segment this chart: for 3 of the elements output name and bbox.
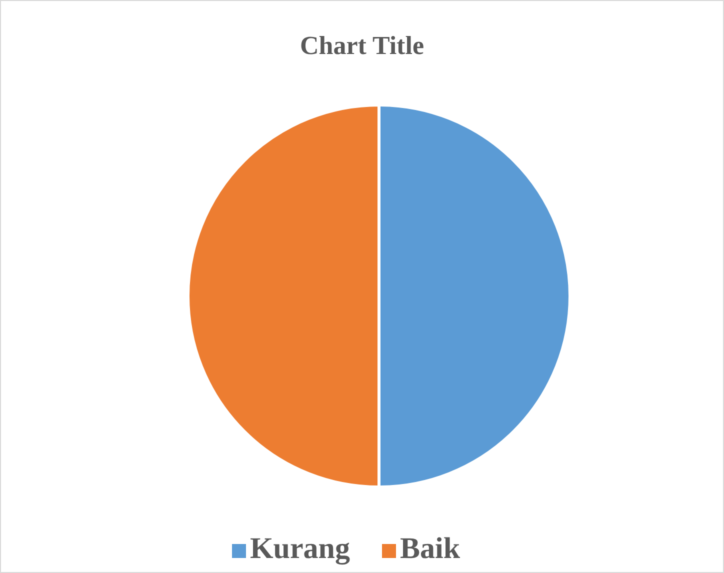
legend-label: Baik	[400, 532, 460, 565]
legend-label: Kurang	[250, 532, 350, 565]
chart-title: Chart Title	[299, 31, 425, 61]
